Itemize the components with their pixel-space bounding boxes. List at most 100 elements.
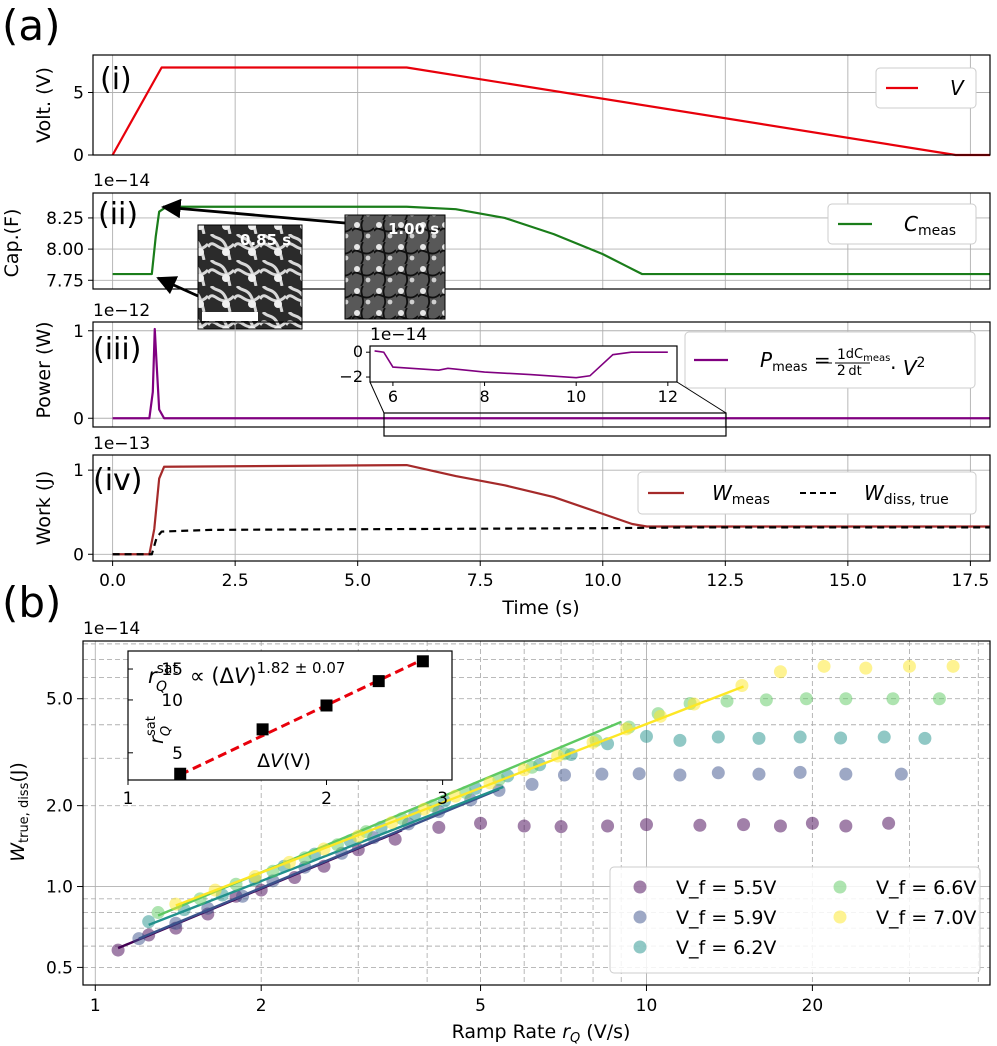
- xtick-label: 10: [636, 996, 658, 1016]
- power-inset-offset: 1e−14: [370, 325, 427, 345]
- series-line-wdisstrue: [112, 526, 990, 556]
- series-line-cmeas: [112, 205, 990, 276]
- fit-line: [175, 685, 744, 907]
- time-xlabel: Time (s): [501, 597, 579, 619]
- inset-point: [174, 767, 187, 780]
- scatter-point: [839, 692, 853, 706]
- panel-i-frame: [92, 54, 991, 156]
- inset-power-line: [374, 350, 668, 379]
- inset-ytick-label: 10: [161, 691, 183, 711]
- legend-marker: [833, 910, 847, 924]
- scatter-point: [894, 767, 908, 781]
- legend-label: V_f = 7.0V: [876, 907, 976, 929]
- legend-v-text: V: [950, 76, 965, 100]
- panel-b-offset: 1e−14: [83, 619, 140, 639]
- scatter-point: [720, 694, 734, 708]
- panel-b-series: [111, 659, 960, 957]
- xtick-label: 5: [475, 996, 486, 1016]
- scatter-point: [932, 692, 946, 706]
- inset-xtick-label: 6: [388, 387, 398, 406]
- inset-ytick-label: 0: [353, 342, 363, 361]
- scatter-point: [639, 729, 653, 743]
- panel-iii-offset: 1e−12: [93, 301, 150, 321]
- inset-point: [416, 655, 429, 668]
- inset-xtick-label: 8: [479, 387, 489, 406]
- legend-marker: [833, 880, 847, 894]
- ytick-label: 1: [73, 322, 84, 342]
- growth-inset-yticks: 5 10 15: [128, 660, 183, 764]
- ytick-label: 0.5: [46, 958, 73, 978]
- panel-a-letter: (a): [2, 1, 61, 50]
- scatter-point: [839, 819, 853, 833]
- panel-ii-capacitance: 7.75 8.00 8.25 1e−14 (ii) Cap.(F) Cmeas 0.…: [1, 171, 991, 330]
- panel-iv-work: 01 0.0 2.5 5.0 7.5 10.0 12.5 15.0 17.5 1e−13 (i…: [33, 434, 991, 619]
- scatter-point: [946, 659, 960, 673]
- inset-xtick-label: 3: [437, 789, 448, 809]
- micrograph-100: 1.00 s: [344, 214, 446, 320]
- scatter-point: [882, 816, 896, 830]
- inset-point: [372, 675, 385, 688]
- panel-iii-yticks: 01: [73, 322, 93, 429]
- scatter-point: [432, 820, 446, 834]
- panel-iv-series: [112, 463, 990, 556]
- scatter-point: [793, 730, 807, 744]
- inset-ytick-label: 15: [161, 660, 183, 680]
- scatter-point: [673, 768, 687, 782]
- scatter-point: [918, 731, 932, 745]
- scatter-point: [759, 693, 773, 707]
- scatter-point: [752, 731, 766, 745]
- panel-iii-ylabel: Power (W): [33, 321, 55, 418]
- scatter-point: [886, 692, 900, 706]
- scatter-point: [902, 659, 916, 673]
- xtick-label: 10.0: [584, 571, 622, 591]
- ytick-label: 8.00: [46, 240, 84, 260]
- scatter-point: [711, 766, 725, 780]
- ytick-label: 1.0: [46, 878, 73, 898]
- inset-xtick-label: 10: [566, 387, 586, 406]
- panel-iv-label: (iv): [93, 463, 143, 498]
- scatter-point: [805, 816, 819, 830]
- panel-b-scatter: 0.5 1.0 2.0 5.0 1 2 5 10 20 1e−14 Ramp Rate rQ …: [7, 619, 991, 1046]
- inset-xtick-label: 2: [321, 789, 332, 809]
- panel-ii-legend: Cmeas: [827, 203, 977, 245]
- panel-ii-ylabel: Cap.(F): [1, 209, 23, 278]
- inset-ytick-label: −2: [339, 367, 363, 386]
- panel-b-ylabel: Wtrue, diss(J): [7, 762, 32, 862]
- panel-i-series: [111, 66, 990, 157]
- growth-inset-ylabel: rsatQ: [144, 716, 174, 744]
- xtick-label: 2.5: [222, 571, 249, 591]
- panel-b-letter: (b): [2, 578, 61, 627]
- xtick-label: 12.5: [706, 571, 744, 591]
- panel-ii-label: (ii): [98, 197, 138, 232]
- power-inset-series: [374, 350, 668, 379]
- legend-label: V_f = 5.5V: [676, 877, 776, 899]
- xtick-label: 20: [802, 996, 824, 1016]
- scatter-point: [834, 731, 848, 745]
- panel-iv-frame: [92, 454, 991, 562]
- series-group: [132, 765, 908, 946]
- micrograph-100-label: 1.00 s: [388, 220, 439, 238]
- panel-iv-legend: Wmeas Wdiss, true: [637, 471, 977, 515]
- scatter-point: [388, 832, 402, 846]
- scatter-point: [151, 906, 165, 920]
- fit-line: [148, 785, 504, 926]
- panel-b-legend: V_f = 5.5V V_f = 5.9V V_f = 6.2V V_f = 6.6V…: [609, 866, 981, 974]
- legend-label: V_f = 6.2V: [676, 937, 776, 959]
- panel-iv-ylabel: Work (J): [33, 471, 55, 546]
- panel-iii-power: 01 1e−12 (iii) Power (W) Pmeas = 1 2dCmea…: [33, 301, 991, 437]
- inset-point: [320, 699, 333, 712]
- legend-label: V_f = 6.6V: [876, 877, 976, 899]
- xtick-label: 17.5: [951, 571, 989, 591]
- inset-ytick-label: 5: [172, 744, 183, 764]
- panel-ii-series: [112, 205, 990, 276]
- scatter-point: [859, 661, 873, 675]
- scatter-point: [142, 915, 156, 929]
- ytick-label: 2.0: [46, 797, 73, 817]
- xtick-label: 0.0: [99, 571, 126, 591]
- growth-inset-title: rsat Q ∝ (ΔV)1.82 ± 0.07: [148, 659, 345, 695]
- legend-marker: [633, 880, 647, 894]
- arrow-100: [161, 198, 346, 225]
- scatter-point: [639, 818, 653, 832]
- panel-iii-frame: [92, 321, 991, 428]
- growth-inset-series: [174, 655, 429, 780]
